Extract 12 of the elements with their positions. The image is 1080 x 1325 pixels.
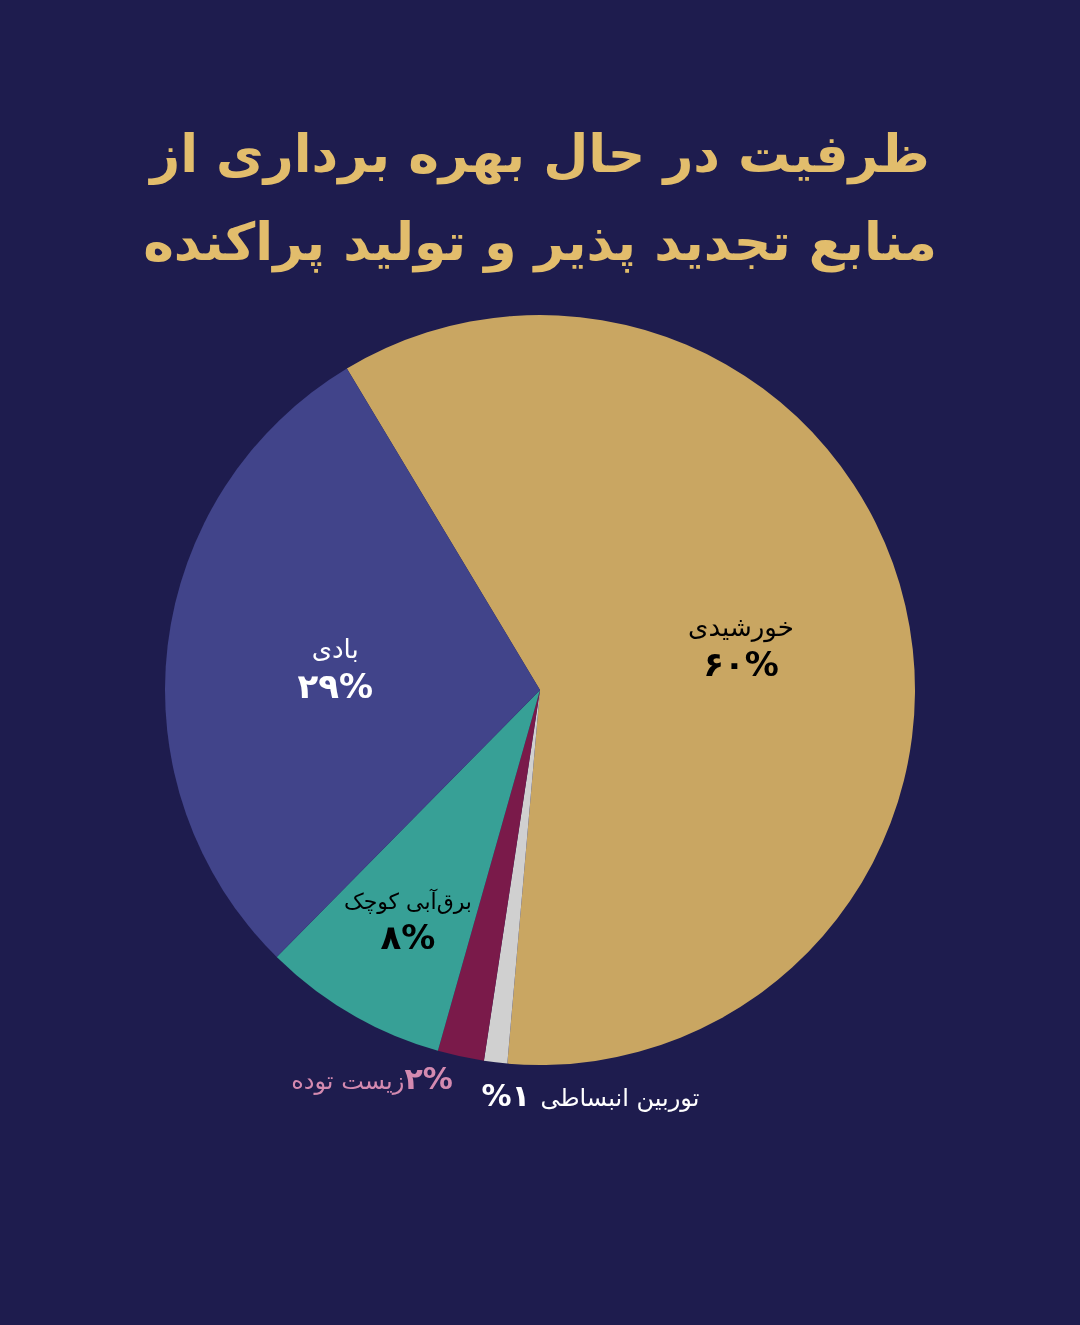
slice-label: خورشیدی	[688, 611, 794, 643]
slice-label: برق‌آبی کوچک	[343, 887, 472, 914]
slice-label: بادی	[311, 633, 359, 664]
data-label: ۶۰%	[703, 643, 779, 684]
slice-label: توربین انبساطی	[540, 1084, 700, 1113]
data-label: ۲%	[404, 1060, 453, 1096]
pie-slice	[483, 690, 540, 1064]
data-label: ۲۹%	[297, 665, 373, 706]
pie-slice	[165, 368, 540, 958]
chart-title: ظرفیت در حال بهره برداری از منابع تجدید پذیر و تولید پراکنده	[142, 123, 938, 275]
data-label: ۸%	[380, 916, 436, 957]
data-label: ۱%	[481, 1078, 541, 1114]
